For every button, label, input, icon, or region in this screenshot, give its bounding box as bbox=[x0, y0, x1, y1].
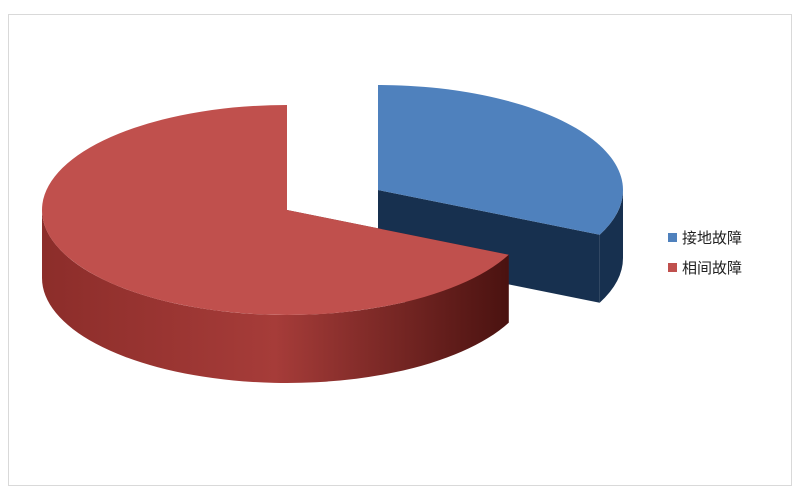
legend-item-ground-fault: 接地故障 bbox=[668, 222, 742, 252]
slice-phase-fault bbox=[41, 105, 509, 315]
legend-label: 接地故障 bbox=[682, 228, 743, 247]
slice-ground-fault-side bbox=[599, 190, 623, 303]
legend-swatch bbox=[668, 232, 677, 242]
legend-item-phase-fault: 相间故障 bbox=[668, 252, 742, 282]
legend-swatch bbox=[668, 262, 677, 272]
slice-ground-fault bbox=[378, 85, 623, 235]
slice-phase-fault-side bbox=[42, 210, 509, 383]
slice-ground-fault-cut-face-2 bbox=[378, 190, 600, 303]
chart-area bbox=[8, 14, 792, 486]
legend-label: 相间故障 bbox=[682, 258, 743, 277]
legend: 接地故障 相间故障 bbox=[668, 222, 742, 282]
